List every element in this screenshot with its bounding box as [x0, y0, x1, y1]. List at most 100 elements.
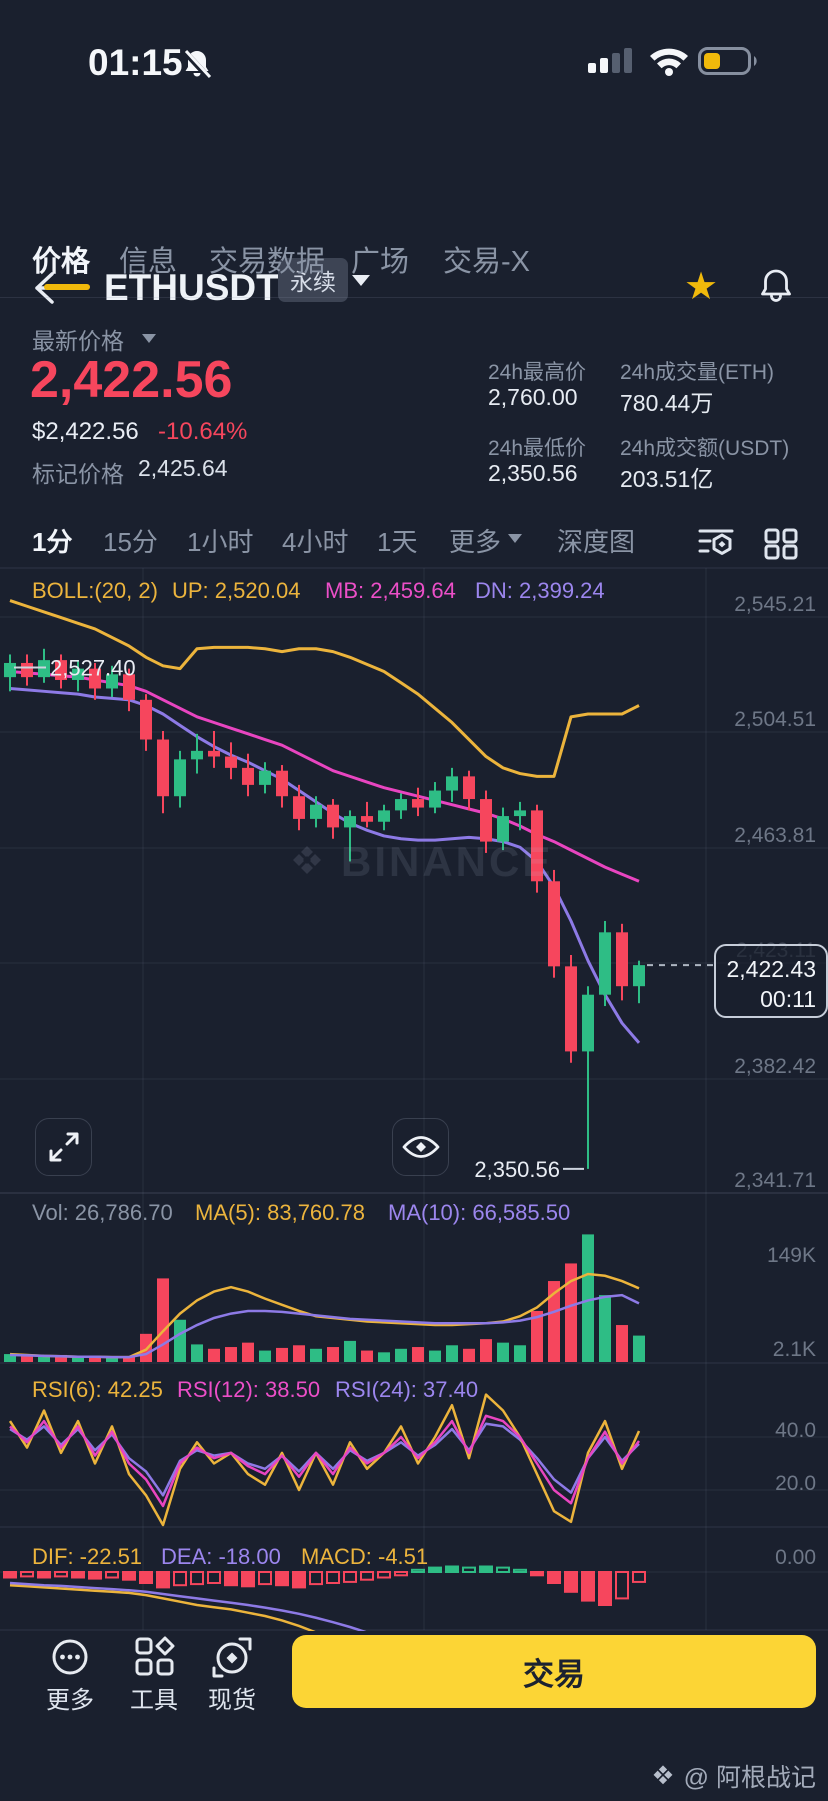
binance-logo-icon — [293, 846, 321, 874]
spot-icon[interactable] — [210, 1636, 256, 1680]
watermark-text: BINANCE — [341, 838, 554, 885]
tab-price[interactable]: 价格 — [32, 246, 91, 278]
boll-title: BOLL:(20, 2) — [32, 578, 158, 603]
interval-more[interactable]: 更多 — [449, 527, 502, 557]
interval-1d[interactable]: 1天 — [377, 527, 418, 557]
axis-label: 20.0 — [775, 1472, 816, 1495]
rsi-layer — [8, 1393, 641, 1527]
interval-1m[interactable]: 1分 — [32, 527, 73, 557]
spot-button-label[interactable]: 现货 — [208, 1687, 256, 1714]
interval-4h[interactable]: 4小时 — [282, 527, 349, 557]
credit-binance-logo-icon — [653, 1765, 673, 1785]
tools-button-label[interactable]: 工具 — [130, 1687, 178, 1714]
axis-label: 40.0 — [775, 1419, 816, 1442]
interval-15m[interactable]: 15分 — [103, 527, 158, 557]
axis-label: 2.1K — [773, 1338, 816, 1361]
latest-price-label[interactable]: 最新价格 — [32, 328, 124, 354]
more-button-label[interactable]: 更多 — [46, 1687, 94, 1714]
tab-square[interactable]: 广场 — [351, 246, 410, 278]
boll-up: UP: 2,520.04 — [172, 578, 301, 603]
stat-low-label: 24h最低价 — [488, 437, 587, 460]
favorite-star-icon[interactable]: ★ — [684, 266, 719, 308]
binance-watermark: BINANCE — [285, 838, 553, 886]
axis-label: 2,545.21 — [734, 593, 816, 616]
eye-icon — [402, 1136, 439, 1158]
alert-bell-icon[interactable] — [756, 266, 796, 306]
last-price-tag[interactable]: 2,422.43 00:11 — [714, 944, 828, 1019]
last-price-tag-price: 2,422.43 — [726, 956, 816, 983]
rsi12: RSI(12): 38.50 — [177, 1377, 321, 1402]
stat-high-label: 24h最高价 — [488, 361, 587, 384]
macd-dea: DEA: -18.00 — [161, 1544, 281, 1569]
axis-label: 2,463.81 — [734, 824, 816, 847]
boll-up-line — [9, 599, 640, 778]
stat-volume-label: 24h成交量(ETH) — [620, 361, 775, 384]
active-tab-underline — [44, 284, 90, 290]
tab-info[interactable]: 信息 — [119, 246, 178, 278]
rsi24: RSI(24): 37.40 — [335, 1377, 479, 1402]
macd-dif-line — [9, 1583, 316, 1631]
chart-layout-grid-icon[interactable] — [764, 528, 798, 560]
boll-mb: MB: 2,459.64 — [325, 578, 456, 603]
muted-bell-icon — [182, 49, 212, 81]
macd-dea-line — [9, 1581, 367, 1631]
vol-ma5: MA(5): 83,760.78 — [195, 1200, 365, 1225]
stat-volume-value: 780.44万 — [620, 390, 714, 416]
boll-dn: DN: 2,399.24 — [475, 578, 605, 603]
axis-label: 149K — [767, 1244, 816, 1267]
macd-dif: DIF: -22.51 — [32, 1544, 143, 1569]
tools-icon[interactable] — [134, 1636, 176, 1680]
macd-val: MACD: -4.51 — [301, 1544, 429, 1569]
tab-trading-x[interactable]: 交易-X — [443, 246, 531, 278]
status-bar: 01:15 — [0, 0, 828, 100]
interval-1h[interactable]: 1小时 — [187, 527, 254, 557]
rsi-line-r12 — [9, 1414, 640, 1508]
axis-label: 2,504.51 — [734, 708, 816, 731]
stat-low-value: 2,350.56 — [488, 460, 578, 486]
axis-label: 2,341.71 — [734, 1169, 816, 1192]
grid-layer — [0, 567, 828, 1631]
indicator-settings-icon[interactable] — [698, 526, 736, 560]
axis-label: 0.00 — [775, 1546, 816, 1569]
depth-chart-tab[interactable]: 深度图 — [557, 527, 636, 557]
expand-arrows-icon — [49, 1132, 78, 1162]
open-price-label: 2,527.40 — [50, 655, 136, 680]
price-markers-layer: 2,527.40 2,350.56 — [14, 655, 714, 1182]
more-intervals-caret[interactable] — [508, 534, 522, 543]
axis-label: 2,382.42 — [734, 1055, 816, 1078]
tab-trading-data[interactable]: 交易数据 — [209, 246, 326, 278]
wifi-icon — [650, 48, 688, 76]
price-visibility-button[interactable] — [392, 1118, 449, 1176]
vol-ma10-line — [9, 1293, 640, 1359]
contract-type-badge: 永续 — [278, 258, 348, 302]
battery-icon — [698, 47, 757, 75]
credit-watermark: @ 阿根战记 — [650, 1758, 816, 1794]
status-time: 01:15 — [88, 42, 183, 83]
vol-ma10: MA(10): 66,585.50 — [388, 1200, 571, 1225]
candles-layer — [4, 648, 645, 1169]
stat-turnover-label: 24h成交额(USDT) — [620, 437, 790, 460]
last-price-tag-time: 00:11 — [760, 986, 816, 1013]
mark-price-label: 标记价格 — [32, 461, 124, 487]
macd-layer — [3, 1565, 646, 1631]
usd-price: $2,422.56 — [32, 418, 139, 445]
last-price: 2,422.56 — [30, 351, 233, 409]
mark-price-value: 2,425.64 — [138, 455, 228, 481]
rsi-line-r24 — [9, 1422, 640, 1497]
stat-turnover-value: 203.51亿 — [620, 466, 714, 492]
axis-labels-layer: 2,545.212,504.512,463.812,423.112,382.42… — [734, 593, 816, 1569]
symbol-dropdown-caret[interactable] — [352, 275, 370, 286]
low-price-label: 2,350.56 — [474, 1157, 560, 1182]
stat-high-value: 2,760.00 — [488, 384, 578, 410]
rsi6: RSI(6): 42.25 — [32, 1377, 163, 1402]
symbol-title[interactable]: ETHUSDT — [104, 267, 279, 308]
fullscreen-button[interactable] — [35, 1118, 92, 1176]
latest-price-caret[interactable] — [142, 334, 156, 343]
trade-button-label: 交易 — [523, 1657, 585, 1692]
more-ellipsis-icon[interactable] — [48, 1638, 92, 1678]
change-percent: -10.64% — [158, 418, 248, 445]
trade-button[interactable]: 交易 — [292, 1635, 816, 1708]
signal-icon — [588, 48, 632, 73]
